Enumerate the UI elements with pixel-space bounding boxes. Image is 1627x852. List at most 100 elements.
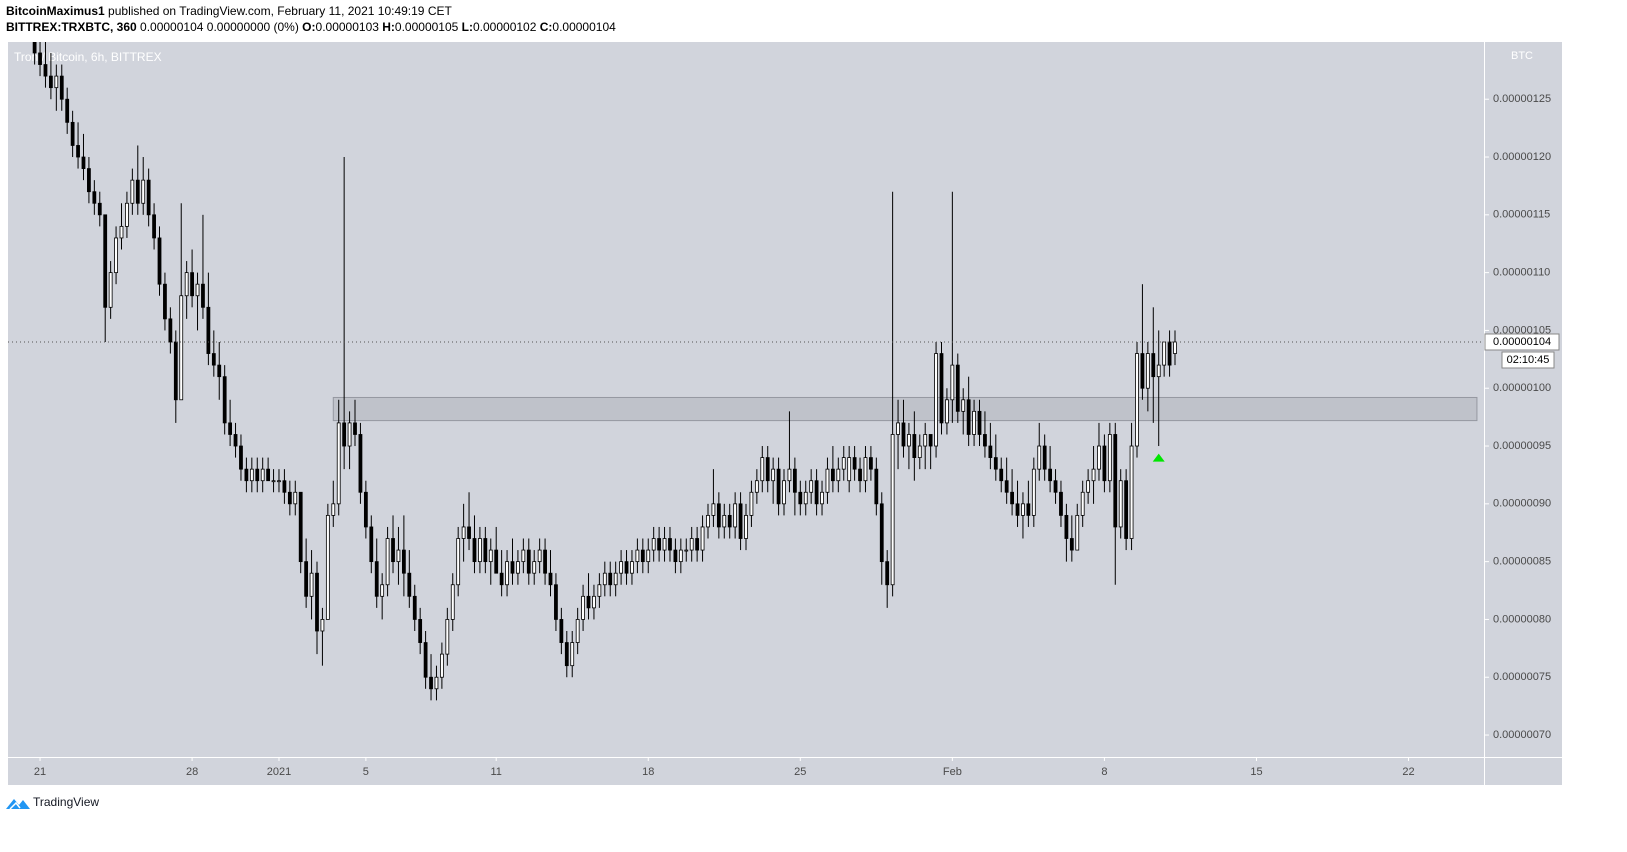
- x-tick-label: 21: [34, 766, 46, 778]
- footer-logo: [6, 799, 30, 810]
- candle-body: [852, 457, 857, 470]
- x-tick-label: 8: [1101, 766, 1107, 778]
- candle-body: [472, 538, 477, 563]
- candle-body: [135, 179, 140, 204]
- candle-body: [87, 168, 91, 193]
- candle-body: [201, 283, 205, 308]
- candle-body: [163, 283, 167, 320]
- candle-body: [999, 468, 1004, 482]
- candle-body: [668, 538, 672, 551]
- candle-body: [195, 283, 200, 297]
- candle-body: [950, 364, 955, 401]
- candle-body: [782, 480, 786, 505]
- candle-body: [798, 491, 803, 505]
- candle-body: [32, 42, 37, 54]
- candle-body: [336, 422, 341, 505]
- candle-body: [695, 538, 700, 551]
- candle-body: [983, 434, 987, 447]
- candle-body: [298, 491, 303, 563]
- candle-body: [955, 364, 960, 412]
- candle-body: [510, 561, 515, 574]
- candle-body: [836, 468, 841, 482]
- candle-body: [608, 572, 613, 586]
- candle-body: [635, 549, 640, 563]
- brand: TradingView: [33, 795, 99, 809]
- candle-body: [792, 468, 797, 493]
- y-tick-label: 0.00000110: [1493, 267, 1550, 279]
- candle-body: [130, 179, 135, 204]
- candle-body: [49, 75, 53, 89]
- y-tick-label: 0.00000090: [1493, 498, 1551, 510]
- candle-body: [363, 491, 368, 528]
- candle-body: [532, 561, 537, 574]
- candle-body: [92, 191, 97, 204]
- candle-body: [391, 538, 395, 563]
- candle-body: [429, 676, 433, 690]
- candle-body: [287, 491, 292, 505]
- candle-body: [282, 480, 287, 493]
- candle-body: [369, 526, 374, 563]
- x-tick-label: 11: [490, 766, 501, 778]
- x-tick-label: 15: [1250, 766, 1262, 778]
- candle-body: [923, 434, 928, 447]
- candle-body: [966, 399, 971, 435]
- candle-body: [315, 572, 319, 632]
- candle-body: [841, 457, 846, 470]
- candle-body: [1129, 445, 1134, 539]
- candle-body: [863, 457, 868, 482]
- ohlc-label: O:: [299, 20, 316, 34]
- candle-body: [499, 572, 504, 586]
- candle-body: [1064, 514, 1069, 539]
- y-tick-label: 0.00000100: [1493, 382, 1551, 394]
- ohlc-label: C:: [536, 20, 552, 34]
- candle-body: [722, 514, 727, 528]
- candle-body: [1097, 445, 1101, 470]
- x-tick-label: 28: [186, 766, 198, 778]
- y-tick-label: 0.00000115: [1493, 209, 1550, 221]
- ohlc-value: 0.00000105: [395, 20, 459, 34]
- candle-body: [537, 549, 542, 563]
- candle-body: [255, 468, 260, 482]
- candle-body: [1162, 341, 1167, 366]
- ohlc-label: H:: [379, 20, 395, 34]
- candle-body: [684, 549, 689, 552]
- candle-body: [342, 422, 347, 447]
- candle-body: [744, 514, 748, 539]
- candle-body: [228, 422, 232, 435]
- candle-body: [380, 584, 385, 597]
- candle-body: [597, 584, 602, 597]
- candle-body: [190, 272, 194, 297]
- candle-body: [478, 538, 482, 563]
- candle-body: [733, 503, 738, 528]
- candle-body: [945, 399, 949, 424]
- countdown-box: [1501, 351, 1555, 369]
- candle-body: [70, 121, 75, 146]
- axis-corner: [1485, 758, 1562, 785]
- candle-body: [1004, 480, 1009, 493]
- candle-body: [358, 434, 363, 493]
- ohlc-label: L:: [458, 20, 473, 34]
- x-tick-label: 22: [1402, 766, 1414, 778]
- candle-body: [651, 538, 656, 551]
- candle-body: [711, 503, 716, 516]
- candle-body: [787, 468, 792, 482]
- candle-body: [38, 52, 42, 65]
- candle-body: [440, 653, 444, 678]
- candle-body: [488, 549, 493, 563]
- candle-body: [575, 619, 580, 643]
- candle-body: [554, 584, 558, 620]
- candle-body: [678, 549, 683, 563]
- candle-body: [934, 353, 938, 447]
- candle-body: [662, 538, 667, 551]
- candle-body: [706, 514, 710, 528]
- y-tick-label: 0.00000070: [1493, 729, 1551, 741]
- candle-body: [97, 202, 102, 216]
- time-axis: [8, 758, 1484, 785]
- candle-body: [494, 549, 499, 574]
- candle-body: [1059, 491, 1063, 516]
- candle-body: [1167, 341, 1172, 366]
- candle-body: [385, 538, 390, 586]
- last-price-box: [1484, 333, 1560, 351]
- candle-body: [353, 422, 357, 435]
